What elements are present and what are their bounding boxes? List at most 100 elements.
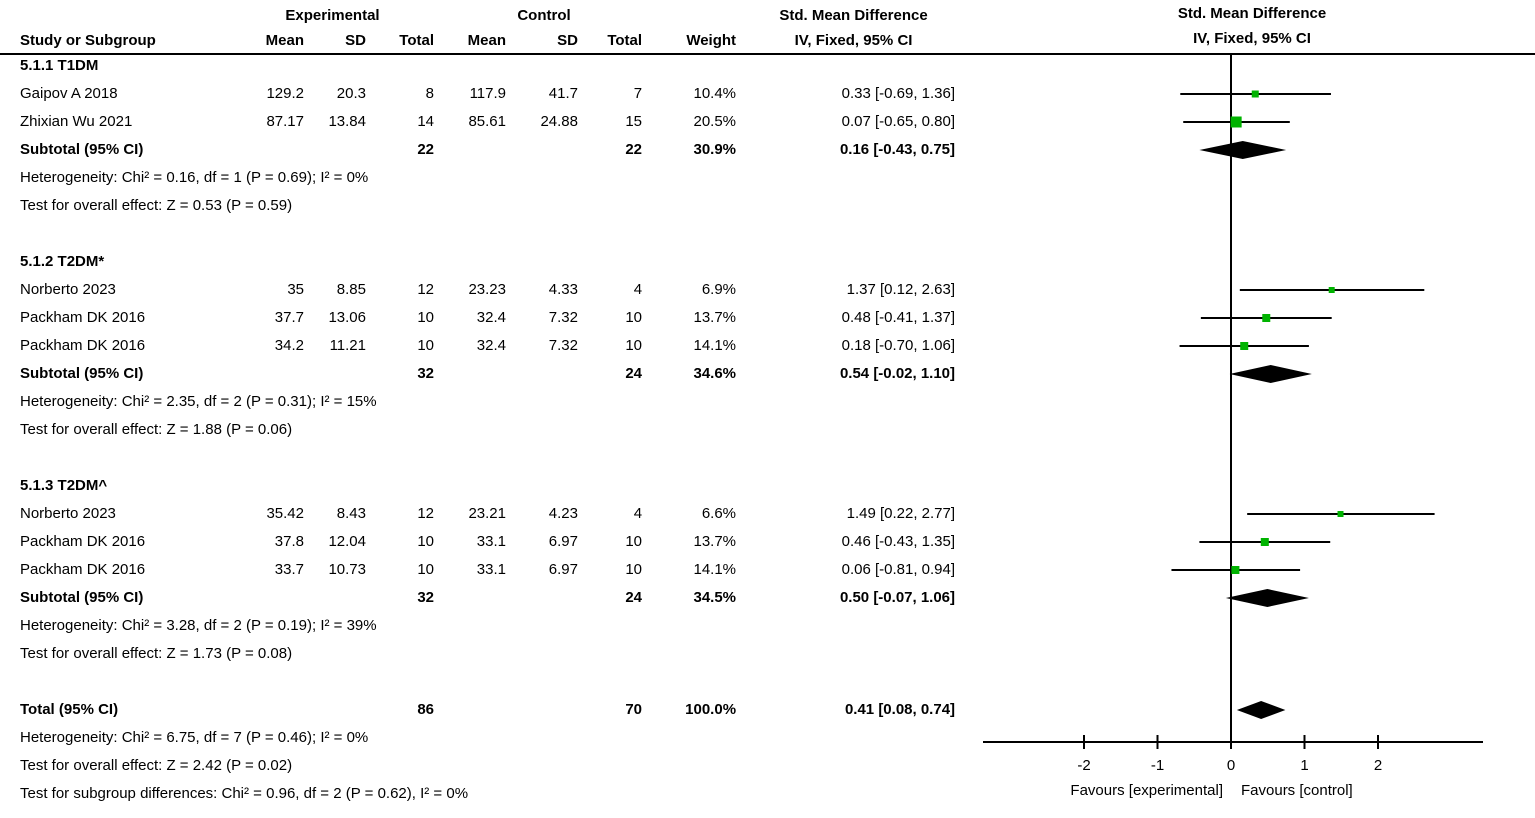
- total-experimental: 14: [417, 113, 434, 130]
- weight-value: 14.1%: [693, 561, 737, 578]
- subtotal-total-control: 24: [625, 365, 643, 382]
- header-rule: [0, 53, 1535, 55]
- sd-experimental: 8.43: [336, 505, 366, 522]
- total-control: 4: [633, 281, 643, 298]
- col-iv-fixed-ci: IV, Fixed, 95% CI: [794, 32, 913, 49]
- smd-ci-value: 0.18 [-0.70, 1.06]: [841, 337, 956, 354]
- statistics-row: Heterogeneity: Chi² = 2.35, df = 2 (P = …: [0, 388, 965, 416]
- total-experimental: 12: [417, 281, 434, 298]
- statistics-text: Heterogeneity: Chi² = 6.75, df = 7 (P = …: [20, 729, 369, 746]
- sd-control: 6.97: [548, 561, 578, 578]
- effect-size-marker: [1328, 287, 1335, 293]
- mean-control: 33.1: [476, 561, 506, 578]
- weight-value: 6.6%: [701, 505, 737, 522]
- weight-value: 10.4%: [693, 85, 737, 102]
- effect-size-marker: [1230, 116, 1242, 128]
- sd-control: 41.7: [548, 85, 578, 102]
- study-name: Gaipov A 2018: [20, 85, 118, 102]
- empty-cell: [310, 136, 372, 164]
- forest-plot-area: Std. Mean Difference IV, Fixed, 95% CI -…: [965, 0, 1535, 818]
- forest-plot-svg: -2 -1 0 1 2 Favours [experimental] Favours [co…: [983, 55, 1483, 799]
- sd-experimental: 12.04: [328, 533, 366, 550]
- total-experimental: 10: [417, 337, 434, 354]
- header-experimental: Experimental: [285, 7, 380, 24]
- subtotal-total-experimental: 86: [417, 701, 434, 718]
- subgroup-label: 5.1.1 T1DM: [20, 57, 99, 74]
- total-control: 10: [625, 533, 643, 550]
- pooled-effect-diamond: [1199, 141, 1287, 159]
- mean-control: 23.23: [468, 281, 506, 298]
- subtotal-row: Total (95% CI) 86 70 100.0% 0.41 [0.08, …: [0, 696, 965, 724]
- empty-cell: [310, 696, 372, 724]
- spacer-cell: [0, 668, 965, 696]
- weight-value: 6.9%: [701, 281, 737, 298]
- col-study-or-subgroup: Study or Subgroup: [20, 32, 156, 49]
- sd-experimental: 13.06: [328, 309, 366, 326]
- total-control: 10: [625, 337, 643, 354]
- statistics-text: Test for overall effect: Z = 0.53 (P = 0…: [20, 197, 293, 214]
- mean-control: 32.4: [476, 337, 506, 354]
- statistics-text: Heterogeneity: Chi² = 3.28, df = 2 (P = …: [20, 617, 377, 634]
- effect-size-marker: [1240, 342, 1249, 350]
- study-row: Gaipov A 2018 129.2 20.3 8 117.9 41.7 7 …: [0, 80, 965, 108]
- axis-tick-label: 2: [1374, 757, 1382, 774]
- smd-ci-value: 0.07 [-0.65, 0.80]: [841, 113, 956, 130]
- statistics-text: Heterogeneity: Chi² = 2.35, df = 2 (P = …: [20, 393, 377, 410]
- study-row: Packham DK 2016 34.2 11.21 10 32.4 7.32 …: [0, 332, 965, 360]
- subtotal-label: Subtotal (95% CI): [20, 365, 144, 382]
- col-mean-ctl: Mean: [467, 32, 506, 49]
- subtotal-label: Total (95% CI): [20, 701, 119, 718]
- axis-tick-label: -2: [1077, 757, 1090, 774]
- subgroup-label-row: 5.1.3 T2DM^: [0, 472, 965, 500]
- study-row: Norberto 2023 35.42 8.43 12 23.21 4.23 4…: [0, 500, 965, 528]
- pooled-effect-diamond: [1236, 701, 1286, 719]
- subtotal-smd-ci: 0.50 [-0.07, 1.06]: [839, 589, 956, 606]
- axis-tick-label: -1: [1151, 757, 1164, 774]
- spacer-row: [0, 220, 965, 248]
- statistics-text: Test for overall effect: Z = 1.88 (P = 0…: [20, 421, 293, 438]
- statistics-row: Test for overall effect: Z = 0.53 (P = 0…: [0, 192, 965, 220]
- spacer-row: [0, 668, 965, 696]
- sd-experimental: 10.73: [328, 561, 366, 578]
- subtotal-row: Subtotal (95% CI) 22 22 30.9% 0.16 [-0.4…: [0, 136, 965, 164]
- statistics-row: Test for overall effect: Z = 1.73 (P = 0…: [0, 640, 965, 668]
- subtotal-label: Subtotal (95% CI): [20, 141, 144, 158]
- mean-experimental: 34.2: [274, 337, 304, 354]
- pooled-effect-diamond: [1229, 365, 1312, 383]
- header-spacer-weight: [648, 3, 742, 29]
- sd-control: 7.32: [548, 337, 578, 354]
- total-control: 4: [633, 505, 643, 522]
- empty-cell: [440, 136, 512, 164]
- mean-experimental: 37.7: [274, 309, 304, 326]
- weight-value: 14.1%: [693, 337, 737, 354]
- axis-tick-label: 1: [1300, 757, 1308, 774]
- header-control: Control: [517, 7, 571, 24]
- mean-experimental: 35.42: [266, 505, 304, 522]
- study-row: Norberto 2023 35 8.85 12 23.23 4.33 4 6.…: [0, 276, 965, 304]
- mean-experimental: 33.7: [274, 561, 304, 578]
- sd-control: 7.32: [548, 309, 578, 326]
- col-total-ctl: Total: [607, 32, 643, 49]
- sd-control: 4.33: [548, 281, 578, 298]
- empty-cell: [512, 360, 584, 388]
- empty-cell: [440, 360, 512, 388]
- subtotal-total-experimental: 32: [417, 365, 434, 382]
- empty-cell: [225, 360, 310, 388]
- forest-table: Experimental Control Std. Mean Differenc…: [0, 3, 965, 808]
- study-name: Packham DK 2016: [20, 561, 146, 578]
- weight-value: 13.7%: [693, 309, 737, 326]
- plot-header-ci: IV, Fixed, 95% CI: [1193, 30, 1311, 47]
- mean-experimental: 87.17: [266, 113, 304, 130]
- empty-cell: [225, 584, 310, 612]
- mean-control: 85.61: [468, 113, 506, 130]
- plot-header-smd: Std. Mean Difference: [1177, 5, 1327, 22]
- axis-tick-label: 0: [1227, 757, 1235, 774]
- favours-control-label: Favours [control]: [1241, 782, 1353, 799]
- empty-cell: [512, 136, 584, 164]
- effect-size-marker: [1337, 511, 1344, 517]
- sd-control: 24.88: [540, 113, 578, 130]
- subtotal-row: Subtotal (95% CI) 32 24 34.6% 0.54 [-0.0…: [0, 360, 965, 388]
- mean-experimental: 35: [287, 281, 304, 298]
- empty-cell: [225, 136, 310, 164]
